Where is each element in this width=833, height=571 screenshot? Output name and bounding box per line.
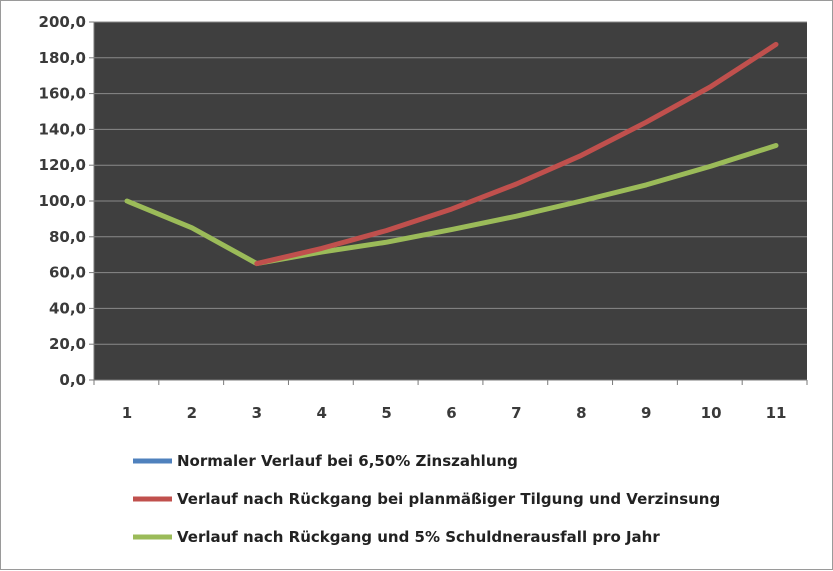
x-tick-label: 1 (122, 404, 132, 422)
x-tick-label: 5 (381, 404, 391, 422)
x-tick-label: 11 (766, 404, 787, 422)
x-tick-label: 3 (252, 404, 262, 422)
y-tick-label: 140,0 (39, 120, 86, 138)
x-tick-label: 9 (641, 404, 651, 422)
x-tick-label: 10 (701, 404, 722, 422)
y-tick-label: 180,0 (39, 49, 86, 67)
y-tick-label: 60,0 (49, 264, 86, 282)
x-tick-label: 7 (511, 404, 521, 422)
y-tick-label: 200,0 (39, 13, 86, 31)
y-axis-ticks: 0,0 20,0 40,0 60,0 80,0 100,0 120,0 140,0 160,0 1… (39, 13, 94, 389)
x-tick-label: 8 (576, 404, 586, 422)
y-tick-label: 160,0 (39, 85, 86, 103)
legend-label-2: Verlauf nach Rückgang bei planmäßiger Ti… (177, 490, 720, 508)
y-tick-label: 40,0 (49, 299, 86, 317)
x-tick-label: 2 (187, 404, 197, 422)
y-tick-label: 80,0 (49, 228, 86, 246)
legend: Normaler Verlauf bei 6,50% Zinszahlung Ve… (133, 452, 720, 546)
y-tick-label: 0,0 (59, 371, 86, 389)
y-tick-label: 20,0 (49, 335, 86, 353)
legend-label-3: Verlauf nach Rückgang und 5% Schuldnerau… (177, 528, 660, 546)
plot-area (94, 22, 807, 380)
legend-label-1: Normaler Verlauf bei 6,50% Zinszahlung (177, 452, 518, 470)
y-tick-label: 100,0 (39, 192, 86, 210)
x-axis-ticks: 1 2 3 4 5 6 7 8 9 10 11 (94, 380, 807, 422)
x-tick-label: 6 (446, 404, 456, 422)
x-tick-label: 4 (316, 404, 326, 422)
y-tick-label: 120,0 (39, 156, 86, 174)
